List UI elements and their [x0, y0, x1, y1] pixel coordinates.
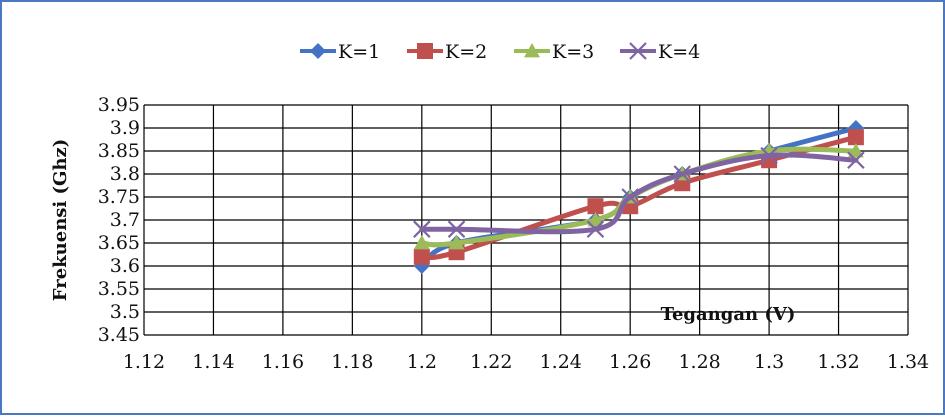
x-axis-title: Tegangan (V) — [661, 304, 796, 325]
legend-marker-k-4 — [629, 42, 647, 60]
x-tick-label-5: 1.22 — [470, 351, 512, 373]
grid — [143, 104, 909, 336]
y-tick-label-7: 3.8 — [110, 163, 140, 185]
x-tick-label-3: 1.18 — [331, 351, 373, 373]
legend-label-k-4: K=4 — [658, 41, 700, 63]
x-tick-label-11: 1.34 — [887, 351, 929, 373]
x-tick-label-4: 1.2 — [407, 351, 437, 373]
point-k-4-6 — [847, 151, 865, 169]
y-tick-label-8: 3.85 — [98, 140, 140, 162]
y-axis-title: Frekuensi (Ghz) — [50, 139, 71, 301]
y-tick-label-10: 3.95 — [98, 94, 140, 116]
series-k-4 — [413, 146, 865, 238]
point-k-4-1 — [447, 220, 466, 238]
y-tick-label-2: 3.55 — [98, 278, 140, 300]
x-tick-label-9: 1.3 — [754, 351, 784, 373]
x-tick-label-1: 1.14 — [192, 351, 234, 373]
x-tick-label-10: 1.32 — [817, 351, 859, 373]
point-k-4-3 — [621, 188, 639, 206]
legend-label-k-1: K=1 — [338, 41, 380, 63]
legend: K=1 K=2 K=3 K=4 — [300, 41, 700, 63]
y-tick-label-6: 3.75 — [98, 186, 140, 208]
x-tick-label-8: 1.28 — [678, 351, 720, 373]
y-tick-label-1: 3.5 — [110, 301, 140, 323]
y-tick-label-5: 3.7 — [110, 209, 140, 231]
x-tick-label-7: 1.26 — [609, 351, 651, 373]
legend-marker-k-2 — [417, 43, 433, 59]
series-k-3 — [413, 143, 864, 250]
tick-labels: 3.453.53.553.63.653.73.753.83.853.93.95 1… — [98, 94, 929, 373]
x-tick-label-2: 1.16 — [262, 351, 304, 373]
y-tick-label-9: 3.9 — [110, 117, 140, 139]
legend-marker-k-1 — [310, 43, 326, 59]
point-k-3-2 — [587, 212, 604, 227]
legend-label-k-2: K=2 — [445, 41, 487, 63]
point-k-4-4 — [673, 165, 692, 183]
y-tick-label-0: 3.45 — [98, 324, 140, 346]
legend-item-k-3: K=3 — [514, 41, 594, 63]
legend-label-k-3: K=3 — [552, 41, 594, 63]
x-tick-label-0: 1.12 — [123, 351, 165, 373]
series-layer — [413, 120, 865, 274]
point-k-2-2 — [587, 198, 604, 215]
point-k-3-1 — [448, 235, 465, 250]
point-k-3-6 — [847, 143, 864, 158]
legend-item-k-2: K=2 — [407, 41, 487, 63]
legend-marker-k-3 — [524, 43, 540, 58]
point-k-2-6 — [847, 129, 864, 146]
point-k-3-0 — [413, 235, 430, 250]
y-tick-label-4: 3.65 — [98, 232, 140, 254]
x-tick-label-6: 1.24 — [540, 351, 582, 373]
point-k-4-0 — [413, 220, 431, 238]
legend-item-k-1: K=1 — [300, 41, 380, 63]
point-k-2-0 — [413, 248, 430, 265]
y-tick-label-3: 3.6 — [110, 255, 140, 277]
legend-item-k-4: K=4 — [620, 41, 700, 63]
point-k-4-5 — [760, 146, 778, 165]
point-k-4-2 — [586, 220, 605, 238]
